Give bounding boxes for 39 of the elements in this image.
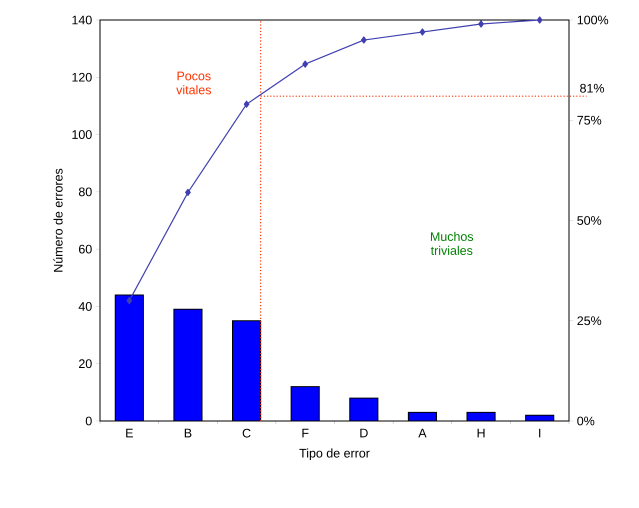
x-axis-title: Tipo de error <box>299 448 370 460</box>
y-tick-label: 40 <box>78 302 92 311</box>
x-tick-label: D <box>360 428 368 438</box>
x-tick-label: A <box>418 428 427 438</box>
x-tick-label: B <box>184 428 192 438</box>
y-tick-label: 120 <box>72 72 92 82</box>
point <box>536 16 543 24</box>
ref-line-label: 81% <box>580 84 604 93</box>
y2-tick-label: 100% <box>578 16 608 24</box>
point <box>126 297 132 304</box>
point <box>360 36 367 44</box>
point <box>478 20 484 28</box>
bar <box>290 386 320 421</box>
point <box>244 100 250 108</box>
y-tick-label: 0 <box>86 416 92 426</box>
x-tick-label: C <box>242 428 251 438</box>
y2-tick-label: 25% <box>577 316 602 326</box>
x-tick-label: H <box>478 428 485 438</box>
bar <box>349 398 378 421</box>
y-tick-label: 100 <box>72 130 92 139</box>
x-tick-label: E <box>126 428 133 438</box>
y2-tick-label: 75% <box>577 116 602 125</box>
y-axis-title: Número de errores <box>53 168 63 272</box>
y-tick-label: 140 <box>72 16 92 24</box>
x-tick-label: F <box>302 428 308 438</box>
y2-tick-label: 50% <box>577 216 602 225</box>
point <box>420 28 426 36</box>
point <box>185 188 191 196</box>
y2-tick-label: 0% <box>577 416 594 426</box>
y-tick-label: 80 <box>78 187 92 196</box>
bar <box>173 308 203 421</box>
annotation: Muchos triviales <box>430 232 474 255</box>
x-tick-label: I <box>539 428 540 438</box>
annotation: Pocos vitales <box>176 72 212 94</box>
bar <box>114 294 144 421</box>
y-tick-label: 60 <box>79 244 92 254</box>
point <box>302 60 308 68</box>
bar <box>232 320 262 421</box>
y-tick-label: 20 <box>79 359 92 368</box>
